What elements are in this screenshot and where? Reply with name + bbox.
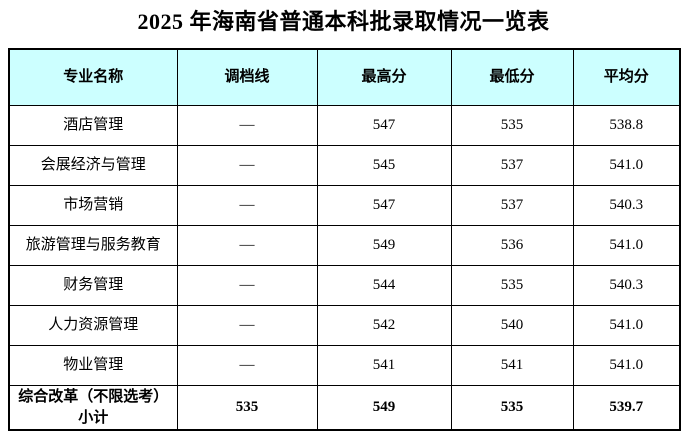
- header-cell-avg-score: 平均分: [572, 48, 681, 106]
- cell-min-score: 535: [450, 265, 574, 306]
- header-cell-min-score: 最低分: [450, 48, 574, 106]
- cell-avg-score: 541.0: [572, 145, 681, 186]
- cell-total-transfer-line: 535: [176, 385, 318, 431]
- header-cell-max-score: 最高分: [316, 48, 452, 106]
- total-row: 综合改革（不限选考） 小计 535 549 535 539.7: [8, 385, 681, 431]
- cell-transfer-line: —: [176, 265, 318, 306]
- header-cell-transfer-line: 调档线: [176, 48, 318, 106]
- cell-transfer-line: —: [176, 305, 318, 346]
- cell-avg-score: 538.8: [572, 105, 681, 146]
- cell-min-score: 535: [450, 105, 574, 146]
- table-row: 人力资源管理 — 542 540 541.0: [8, 305, 681, 346]
- cell-transfer-line: —: [176, 345, 318, 386]
- cell-min-score: 537: [450, 185, 574, 226]
- cell-transfer-line: —: [176, 225, 318, 266]
- cell-max-score: 545: [316, 145, 452, 186]
- admission-scores-table: 专业名称 调档线 最高分 最低分 平均分 酒店管理 — 547 535 538.…: [8, 48, 681, 431]
- cell-total-avg-score: 539.7: [572, 385, 681, 431]
- cell-max-score: 547: [316, 105, 452, 146]
- cell-avg-score: 541.0: [572, 345, 681, 386]
- page-title: 2025 年海南省普通本科批录取情况一览表: [137, 9, 550, 34]
- cell-min-score: 537: [450, 145, 574, 186]
- table-row: 物业管理 — 541 541 541.0: [8, 345, 681, 386]
- table-row: 酒店管理 — 547 535 538.8: [8, 105, 681, 146]
- cell-avg-score: 540.3: [572, 185, 681, 226]
- cell-max-score: 544: [316, 265, 452, 306]
- cell-major-name: 酒店管理: [8, 105, 178, 146]
- cell-min-score: 536: [450, 225, 574, 266]
- total-name-line1: 综合改革（不限选考）: [18, 389, 169, 406]
- cell-major-name: 市场营销: [8, 185, 178, 226]
- cell-max-score: 549: [316, 225, 452, 266]
- cell-max-score: 542: [316, 305, 452, 346]
- cell-transfer-line: —: [176, 185, 318, 226]
- cell-max-score: 541: [316, 345, 452, 386]
- cell-avg-score: 541.0: [572, 225, 681, 266]
- table-row: 会展经济与管理 — 545 537 541.0: [8, 145, 681, 186]
- cell-max-score: 547: [316, 185, 452, 226]
- cell-total-name: 综合改革（不限选考） 小计: [8, 385, 178, 431]
- cell-avg-score: 540.3: [572, 265, 681, 306]
- cell-major-name: 人力资源管理: [8, 305, 178, 346]
- total-name-line2: 小计: [78, 409, 109, 426]
- cell-total-min-score: 535: [450, 385, 574, 431]
- cell-major-name: 财务管理: [8, 265, 178, 306]
- header-row: 专业名称 调档线 最高分 最低分 平均分: [8, 48, 681, 106]
- cell-transfer-line: —: [176, 145, 318, 186]
- cell-major-name: 物业管理: [8, 345, 178, 386]
- table-row: 财务管理 — 544 535 540.3: [8, 265, 681, 306]
- cell-total-max-score: 549: [316, 385, 452, 431]
- cell-avg-score: 541.0: [572, 305, 681, 346]
- cell-transfer-line: —: [176, 105, 318, 146]
- table-row: 旅游管理与服务教育 — 549 536 541.0: [8, 225, 681, 266]
- cell-min-score: 540: [450, 305, 574, 346]
- cell-major-name: 会展经济与管理: [8, 145, 178, 186]
- table-row: 市场营销 — 547 537 540.3: [8, 185, 681, 226]
- cell-min-score: 541: [450, 345, 574, 386]
- cell-major-name: 旅游管理与服务教育: [8, 225, 178, 266]
- header-cell-major-name: 专业名称: [8, 48, 178, 106]
